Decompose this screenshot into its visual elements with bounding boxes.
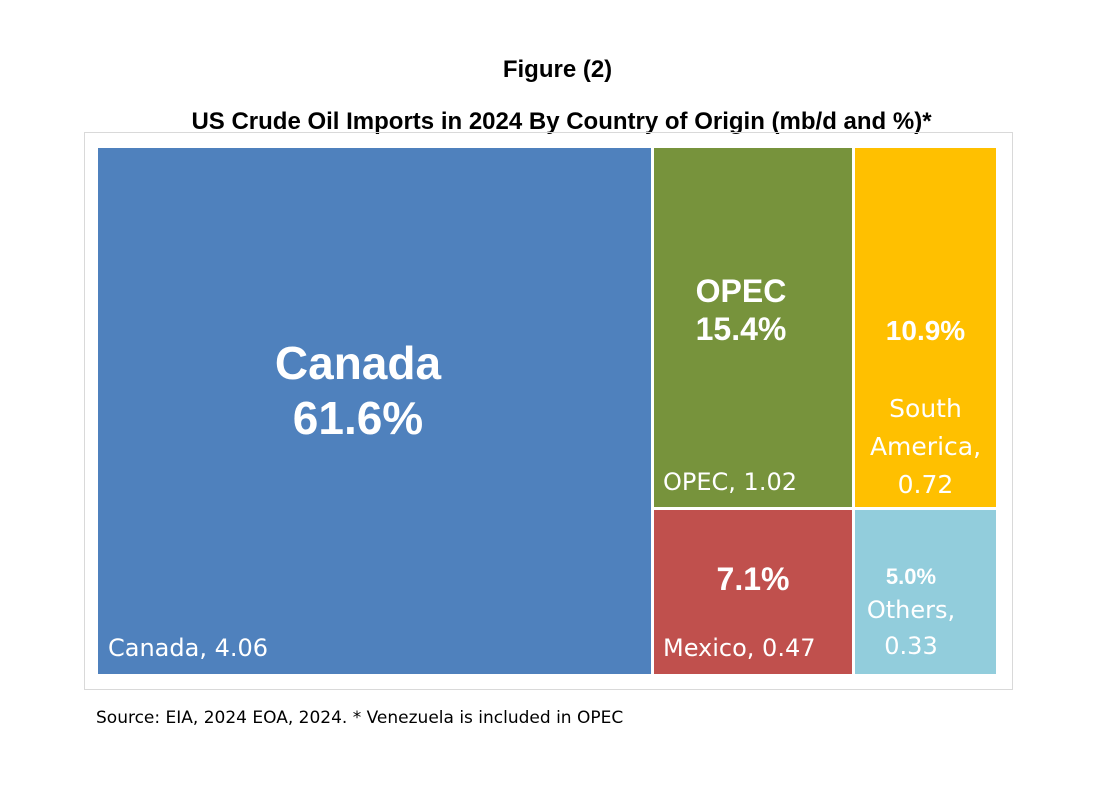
- south-america-label-line1: South: [889, 394, 962, 423]
- others-label-line1: Others,: [866, 596, 956, 624]
- tile-others: 5.0% Others, 0.33: [855, 510, 996, 674]
- chart-title: US Crude Oil Imports in 2024 By Country …: [191, 108, 932, 135]
- opec-big-label: OPEC 15.4%: [654, 272, 828, 349]
- canada-percent: 61.6%: [292, 392, 424, 445]
- south-america-percent: 10.9%: [885, 315, 966, 346]
- figure-label: Figure (2): [502, 56, 613, 83]
- south-america-data-label: South America, 0.72: [855, 390, 996, 504]
- chart-frame: [84, 132, 1013, 690]
- opec-percent: 15.4%: [695, 311, 787, 348]
- others-label-line2: 0.33: [884, 632, 938, 660]
- tile-canada: Canada 61.6% Canada, 4.06: [98, 148, 651, 674]
- south-america-label-line2: America,: [869, 432, 982, 461]
- canada-big-label: Canada 61.6%: [98, 336, 618, 446]
- opec-data-label: OPEC, 1.02: [663, 468, 797, 496]
- mexico-data-label: Mexico, 0.47: [663, 634, 816, 662]
- tile-south-america: 10.9% South America, 0.72: [855, 148, 996, 507]
- mexico-percent: 7.1%: [716, 561, 790, 597]
- tile-opec: OPEC 15.4% OPEC, 1.02: [654, 148, 852, 507]
- treemap: Canada 61.6% Canada, 4.06 OPEC 15.4% OPE…: [98, 148, 996, 674]
- others-percent: 5.0%: [885, 564, 937, 589]
- tile-mexico: 7.1% Mexico, 0.47: [654, 510, 852, 674]
- canada-name: Canada: [274, 337, 442, 389]
- canada-data-label: Canada, 4.06: [108, 634, 269, 662]
- others-data-label: Others, 0.33: [855, 592, 967, 664]
- source-note: Source: EIA, 2024 EOA, 2024. * Venezuela…: [96, 708, 624, 728]
- opec-name: OPEC: [695, 273, 787, 309]
- south-america-label-line3: 0.72: [897, 470, 954, 499]
